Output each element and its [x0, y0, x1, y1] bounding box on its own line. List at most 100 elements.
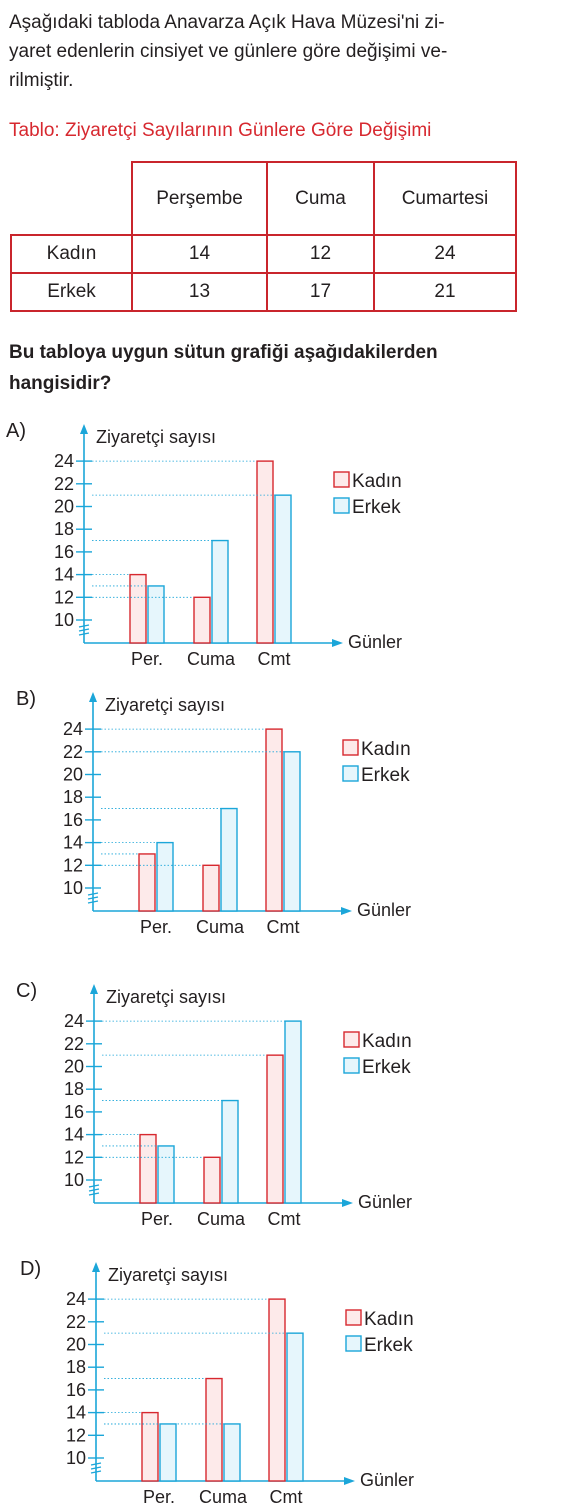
y-tick-label: 20: [63, 765, 83, 785]
axis-break-icon: [90, 1462, 102, 1474]
legend-swatch: [343, 1031, 360, 1048]
question-text: Bu tabloya uygun sütun grafiği aşağıdaki…: [9, 337, 565, 399]
legend-swatch: [333, 497, 350, 514]
y-tick-label: 24: [64, 1011, 84, 1031]
table-title: Tablo: Ziyaretçi Sayılarının Günlere Gör…: [9, 120, 432, 141]
table-header-cell: Cumartesi: [373, 161, 517, 236]
bar-kadın: [266, 1054, 284, 1204]
y-tick-label: 24: [54, 451, 74, 471]
y-tick-label: 14: [64, 1125, 84, 1145]
legend-label: Erkek: [362, 1057, 411, 1078]
legend-label: Kadın: [352, 471, 402, 492]
y-tick-label: 20: [64, 1057, 84, 1077]
option-label: D): [20, 1258, 41, 1280]
bar-kadın: [129, 573, 147, 644]
table-corner-cell: [11, 162, 133, 236]
x-axis-label: Günler: [357, 900, 411, 920]
y-tick-label: 10: [54, 610, 74, 630]
bar-erkek: [283, 751, 301, 912]
x-tick-label: Per.: [141, 1209, 173, 1229]
table-cell: 14: [131, 234, 268, 274]
x-tick-label: Cuma: [187, 649, 236, 669]
y-tick-label: 20: [54, 497, 74, 517]
bar-kadın: [141, 1411, 159, 1482]
table-row-label: Erkek: [10, 272, 133, 312]
bar-erkek: [157, 1145, 175, 1204]
bar-erkek: [221, 1099, 239, 1204]
option-label: A): [6, 420, 26, 442]
y-tick-label: 16: [66, 1380, 86, 1400]
x-axis-label: Günler: [358, 1192, 412, 1212]
y-tick-label: 12: [66, 1425, 86, 1445]
y-axis-label: Ziyaretçi sayısı: [96, 427, 216, 447]
legend-swatch: [345, 1309, 362, 1326]
y-tick-label: 14: [63, 833, 83, 853]
y-tick-label: 16: [63, 810, 83, 830]
y-tick-label: 22: [64, 1034, 84, 1054]
y-axis-label: Ziyaretçi sayısı: [105, 695, 225, 715]
option-label: C): [16, 980, 37, 1002]
y-tick-label: 24: [63, 719, 83, 739]
table-header-cell: Perşembe: [131, 161, 268, 236]
y-tick-label: 12: [63, 855, 83, 875]
x-tick-label: Per.: [131, 649, 163, 669]
bar-kadın: [203, 1156, 221, 1204]
bar-erkek: [284, 1020, 302, 1204]
legend-label: Erkek: [364, 1335, 413, 1356]
legend-swatch: [345, 1335, 362, 1352]
legend-label: Kadın: [362, 1031, 412, 1052]
y-tick-label: 16: [54, 542, 74, 562]
bar-erkek: [220, 807, 238, 912]
bar-erkek: [286, 1332, 304, 1482]
legend-swatch: [342, 765, 359, 782]
intro-line: Aşağıdaki tabloda Anavarza Açık Hava Müz…: [9, 12, 445, 33]
table-row: Kadın 14 12 24: [10, 234, 517, 274]
y-tick-label: 14: [66, 1403, 86, 1423]
bar-erkek: [211, 539, 229, 644]
y-tick-label: 10: [64, 1170, 84, 1190]
y-tick-label: 12: [54, 587, 74, 607]
x-axis-arrow-icon: [341, 907, 352, 915]
legend-swatch: [333, 471, 350, 488]
legend-swatch: [343, 1057, 360, 1074]
table-row: Erkek 13 17 21: [10, 272, 517, 312]
bar-erkek: [274, 494, 292, 644]
table-cell: 21: [373, 272, 517, 312]
x-tick-label: Cuma: [199, 1487, 248, 1507]
bar-kadın: [256, 460, 274, 644]
y-tick-label: 10: [63, 878, 83, 898]
y-axis-arrow-icon: [80, 424, 88, 434]
intro-text: Aşağıdaki tabloda Anavarza Açık Hava Müz…: [9, 8, 561, 95]
legend-label: Kadın: [364, 1309, 414, 1330]
y-tick-label: 18: [66, 1357, 86, 1377]
y-axis-arrow-icon: [90, 984, 98, 994]
y-tick-label: 10: [66, 1448, 86, 1468]
y-tick-label: 22: [54, 474, 74, 494]
x-axis-arrow-icon: [344, 1477, 355, 1485]
y-axis-label: Ziyaretçi sayısı: [108, 1265, 228, 1285]
y-tick-label: 12: [64, 1147, 84, 1167]
y-tick-label: 20: [66, 1335, 86, 1355]
table-cell: 12: [266, 234, 375, 274]
bar-kadın: [202, 864, 220, 912]
bar-kadın: [193, 596, 211, 644]
bar-erkek: [156, 841, 174, 912]
x-tick-label: Per.: [143, 1487, 175, 1507]
table-header-cell: Cuma: [266, 161, 375, 236]
bar-kadın: [205, 1377, 223, 1482]
y-tick-label: 18: [63, 787, 83, 807]
x-axis-label: Günler: [360, 1470, 414, 1490]
visitor-table: Perşembe Cuma Cumartesi Kadın 14 12 24 E…: [10, 161, 517, 312]
bar-erkek: [159, 1423, 177, 1482]
x-axis-arrow-icon: [342, 1199, 353, 1207]
y-tick-label: 24: [66, 1289, 86, 1309]
legend-swatch: [342, 739, 359, 756]
y-axis-label: Ziyaretçi sayısı: [106, 987, 226, 1007]
bar-kadın: [138, 853, 156, 912]
y-axis-arrow-icon: [89, 692, 97, 702]
x-tick-label: Cuma: [196, 917, 245, 937]
x-axis-arrow-icon: [332, 639, 343, 647]
